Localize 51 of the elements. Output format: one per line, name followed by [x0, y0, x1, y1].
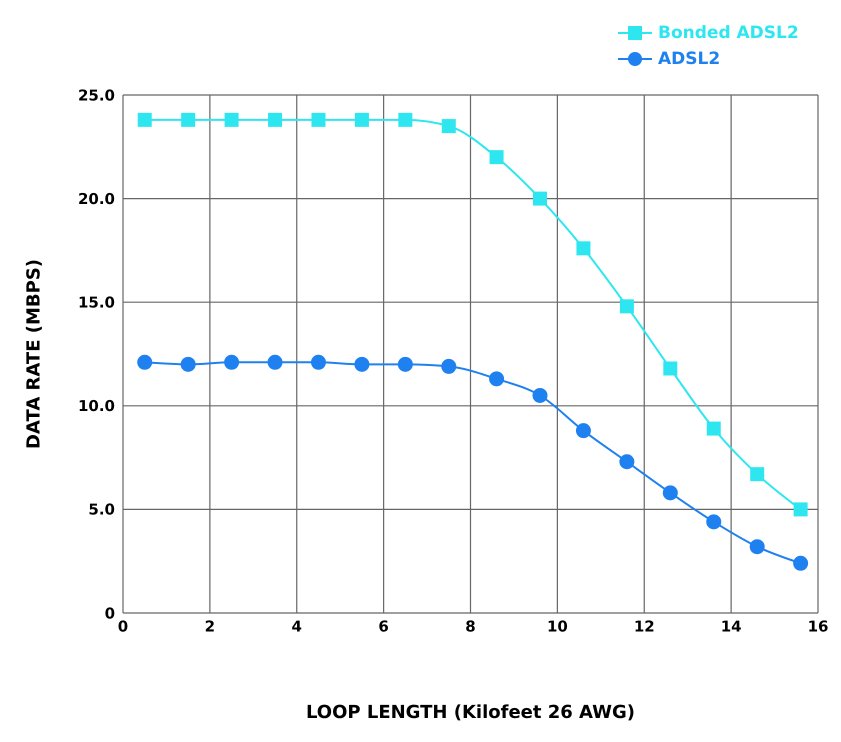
point: [620, 299, 634, 314]
x-tick-label: 16: [808, 618, 828, 636]
point: [662, 485, 678, 500]
point: [706, 514, 722, 530]
point: [268, 354, 283, 370]
y-tick-label: 10.0: [78, 397, 115, 416]
y-tick-label: 0: [104, 604, 115, 622]
y-axis-title: DATA RATE (MBPS): [23, 258, 44, 450]
x-tick-label: 12: [634, 618, 655, 636]
point: [619, 454, 634, 470]
point: [354, 112, 369, 127]
y-tick-label: 15.0: [78, 294, 115, 312]
x-tick-label: 0: [118, 618, 128, 636]
point: [576, 423, 591, 438]
point: [663, 362, 678, 376]
y-tick-label: 5.0: [88, 500, 115, 519]
y-tick-label: 25.0: [78, 86, 115, 104]
point: [793, 556, 808, 571]
point: [706, 422, 721, 436]
point: [268, 112, 282, 127]
point: [138, 112, 152, 127]
point: [794, 502, 808, 516]
point: [442, 119, 456, 134]
legend-label: Bonded ADSL2: [658, 23, 799, 43]
point: [180, 356, 196, 372]
point: [750, 539, 765, 554]
point: [533, 192, 547, 206]
point: [224, 354, 240, 370]
point: [137, 354, 152, 370]
legend-label: ADSL2: [658, 49, 720, 69]
point: [311, 112, 326, 127]
point: [181, 112, 196, 127]
point: [310, 354, 326, 370]
point: [490, 150, 504, 164]
point: [750, 467, 764, 482]
x-axis-title: LOOP LENGTH (Kilofeet 26 AWG): [306, 702, 636, 723]
point: [489, 371, 504, 386]
point: [576, 241, 590, 256]
point: [398, 356, 413, 372]
x-tick-label: 4: [292, 618, 302, 636]
point: [224, 112, 239, 127]
x-tick-label: 14: [720, 618, 742, 636]
x-tick-label: 2: [204, 618, 216, 636]
point: [441, 358, 456, 374]
x-tick-label: 6: [378, 618, 389, 636]
point: [354, 356, 370, 372]
x-tick-label: 10: [546, 618, 568, 636]
point: [398, 112, 412, 127]
x-tick-label: 8: [465, 618, 476, 636]
point: [532, 388, 548, 403]
y-tick-label: 20.0: [78, 190, 115, 208]
